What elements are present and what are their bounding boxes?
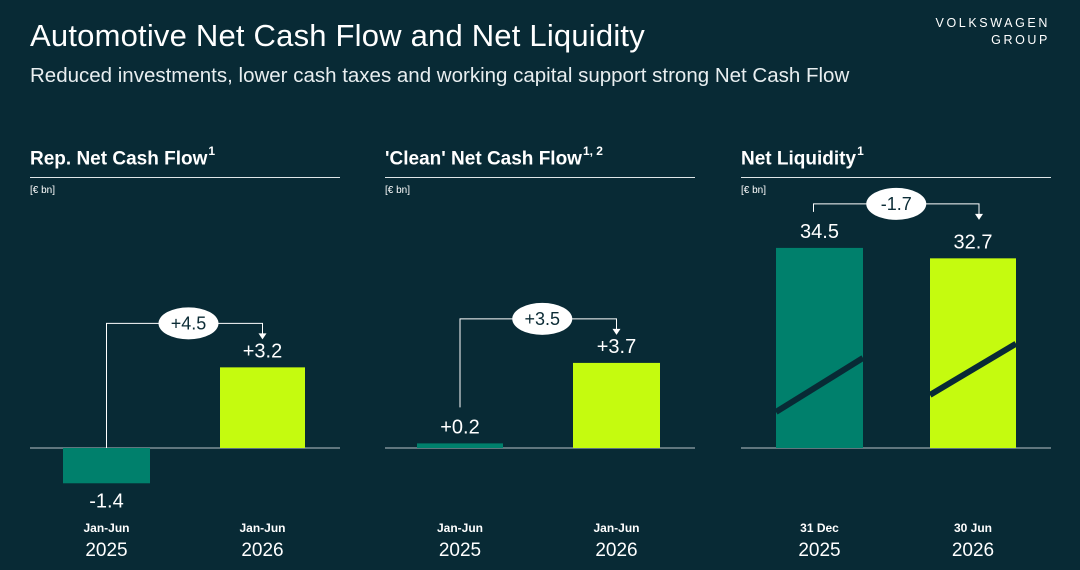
title-rule [385,177,695,178]
brand-logo: VOLKSWAGEN GROUP [936,15,1050,49]
chart-title: Net Liquidity1 [741,144,864,170]
data-label: 32.7 [954,231,993,253]
brand-line-1: VOLKSWAGEN [935,16,1050,30]
page-subtitle: Reduced investments, lower cash taxes an… [30,64,850,87]
tick-label-period: Jan-Jun [83,521,129,535]
chart-panel-rep-net-cash-flow: Rep. Net Cash Flow1 [€ bn] -1.4 Jan-Jun 20… [30,142,340,570]
bar-2025 [417,443,503,448]
chart-panel-clean-net-cash-flow: 'Clean' Net Cash Flow1, 2 [€ bn] +0.2 Jan… [385,142,695,570]
data-label: -1.4 [89,490,123,512]
data-label: 34.5 [800,221,839,243]
bar-chart: -1.4 Jan-Jun 2025 +3.2 Jan-Jun 2026 +4.5 [30,307,340,561]
tick-label-year: 2026 [595,540,637,561]
brand-line-2: GROUP [991,33,1050,47]
footnote-marker: 1, 2 [582,144,603,158]
delta-arrowhead [258,333,267,340]
chart-title: Rep. Net Cash Flow1 [30,144,216,170]
delta-arrowhead [612,328,621,335]
title-rule [741,177,1051,178]
page-title: Automotive Net Cash Flow and Net Liquidi… [30,18,645,53]
tick-label-year: 2026 [952,540,994,561]
unit-label: [€ bn] [30,185,56,196]
delta-badge [866,187,927,220]
tick-label-period: 31 Dec [800,521,839,535]
data-label: +0.2 [440,416,479,438]
footnote-marker: 1 [857,144,864,158]
tick-label-period: Jan-Jun [437,521,483,535]
delta-label: +3.5 [524,309,560,329]
footnote-marker: 1 [208,144,216,158]
bar-2025 [776,247,863,448]
bar-2025 [63,448,150,484]
data-label: +3.7 [597,336,636,358]
tick-label-period: Jan-Jun [239,521,285,535]
bar-2026 [573,362,660,448]
chart-title: 'Clean' Net Cash Flow1, 2 [385,144,603,170]
delta-badge [158,307,219,340]
axis-break-mark [928,341,1018,398]
chart-panel-net-liquidity: Net Liquidity1 [€ bn] 34.5 31 Dec 2025 32.7… [741,142,1051,570]
tick-label-year: 2026 [241,540,283,561]
unit-label: [€ bn] [741,185,767,196]
tick-label-period: 30 Jun [954,521,992,535]
tick-label-year: 2025 [85,540,127,561]
title-rule [30,177,340,178]
delta-label: -1.7 [881,194,912,214]
axis-break-mark [774,355,865,415]
bar-chart: 34.5 31 Dec 2025 32.7 30 Jun 2026 -1.7 [741,187,1051,561]
data-label: +3.2 [243,340,282,362]
unit-label: [€ bn] [385,185,411,196]
bar-2026 [220,367,305,448]
delta-badge [512,302,573,335]
tick-label-period: Jan-Jun [593,521,639,535]
delta-label: +4.5 [171,313,207,333]
tick-label-year: 2025 [439,540,481,561]
delta-arrowhead [975,213,983,220]
tick-label-year: 2025 [798,540,840,561]
bar-chart: +0.2 Jan-Jun 2025 +3.7 Jan-Jun 2026 +3.5 [385,302,695,561]
